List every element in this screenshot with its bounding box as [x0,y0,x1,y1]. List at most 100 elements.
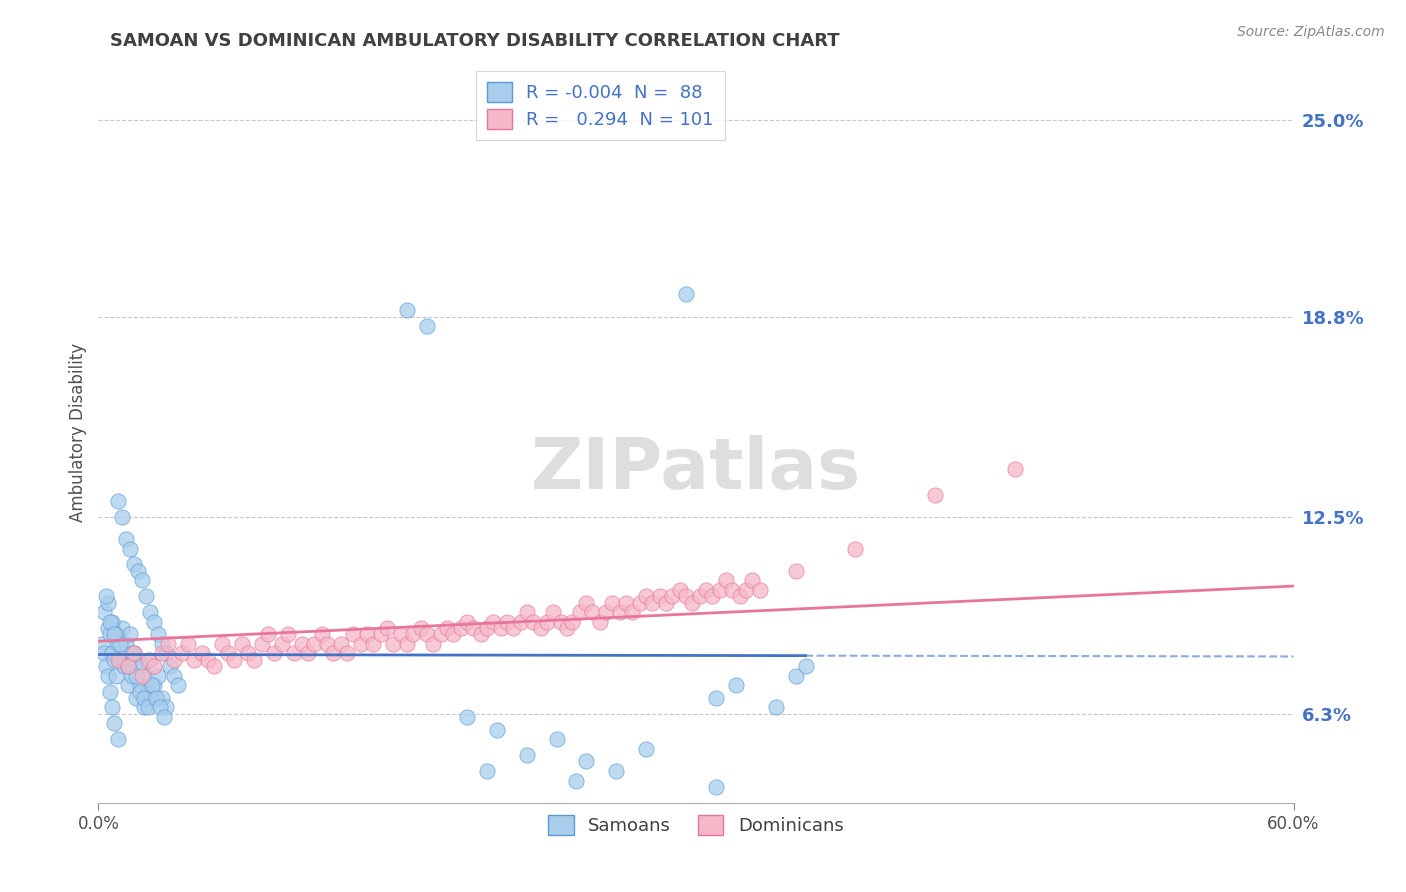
Point [124,558,146,572]
Point [103,716,125,731]
Point [127,564,149,578]
Point [724,678,747,692]
Point [115,532,138,546]
Point [135,669,157,683]
Point [115,637,138,651]
Point [636,741,658,756]
Y-axis label: Ambulatory Disability: Ambulatory Disability [69,343,87,522]
Point [621,605,644,619]
Point [396,637,419,651]
Point [211,637,233,651]
Point [485,723,508,737]
Point [569,605,592,619]
Point [136,653,159,667]
Point [681,596,703,610]
Point [98,615,122,629]
Point [363,637,385,651]
Point [450,621,472,635]
Point [155,700,177,714]
Point [516,605,538,619]
Text: SAMOAN VS DOMINICAN AMBULATORY DISABILITY CORRELATION CHART: SAMOAN VS DOMINICAN AMBULATORY DISABILIT… [111,32,839,50]
Point [475,764,498,778]
Point [120,541,142,556]
Point [675,287,697,301]
Point [402,627,425,641]
Point [924,487,946,501]
Point [641,596,664,610]
Point [728,589,751,603]
Point [107,732,129,747]
Point [546,732,568,747]
Point [117,659,139,673]
Point [98,684,122,698]
Point [411,621,433,635]
Point [150,647,173,661]
Legend: Samoans, Dominicans: Samoans, Dominicans [537,804,855,846]
Point [157,637,180,651]
Point [714,574,737,588]
Point [396,303,419,318]
Point [695,582,717,597]
Point [263,647,285,661]
Point [177,637,200,651]
Point [112,653,135,667]
Point [565,773,588,788]
Point [191,647,214,661]
Point [555,621,578,635]
Point [502,621,524,635]
Point [124,647,146,661]
Point [136,684,159,698]
Point [97,669,120,683]
Point [149,700,172,714]
Point [561,615,583,629]
Point [105,627,128,641]
Point [141,690,163,705]
Point [134,700,156,714]
Point [536,615,558,629]
Point [120,627,142,641]
Point [163,653,186,667]
Point [336,647,359,661]
Point [470,627,492,641]
Point [675,589,697,603]
Point [134,690,156,705]
Point [844,541,866,556]
Point [150,690,173,705]
Point [489,621,512,635]
Point [93,605,115,619]
Point [436,621,458,635]
Point [143,659,166,673]
Point [143,678,166,692]
Point [145,690,167,705]
Point [125,690,148,705]
Point [709,582,731,597]
Point [595,605,617,619]
Point [256,627,278,641]
Point [689,589,711,603]
Point [461,621,484,635]
Point [475,621,498,635]
Point [139,653,162,667]
Point [163,669,186,683]
Point [183,653,205,667]
Point [121,647,143,661]
Point [785,564,807,578]
Point [103,627,125,641]
Point [648,589,672,603]
Point [143,615,166,629]
Point [148,627,170,641]
Point [636,589,658,603]
Point [370,627,392,641]
Point [734,582,756,597]
Point [172,647,194,661]
Point [270,637,292,651]
Point [135,589,157,603]
Point [482,615,505,629]
Point [283,647,305,661]
Point [131,669,153,683]
Point [107,637,129,651]
Point [250,637,273,651]
Point [131,659,153,673]
Point [148,669,170,683]
Point [322,647,344,661]
